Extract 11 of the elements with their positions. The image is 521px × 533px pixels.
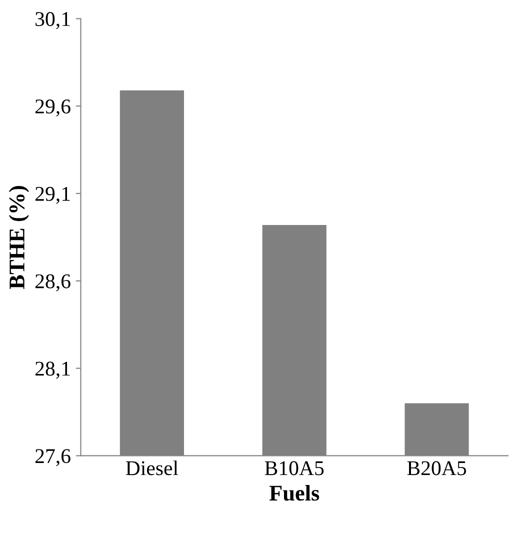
- y-axis-title: BTHE (%): [8, 186, 30, 289]
- x-tick-label: Diesel: [126, 460, 178, 476]
- y-tick-label: 30,1: [36, 12, 70, 30]
- x-tick-label: B10A5: [264, 461, 324, 476]
- x-axis-title: Fuels: [269, 485, 320, 501]
- y-tick-label: 28,1: [35, 362, 70, 379]
- y-tick-label: 27,6: [35, 449, 70, 466]
- x-tick-label: B20A5: [407, 461, 466, 476]
- y-tick-label: 29,1: [35, 186, 70, 204]
- y-tick-label: 28,6: [35, 274, 70, 292]
- y-tick-label: 29,6: [35, 100, 70, 116]
